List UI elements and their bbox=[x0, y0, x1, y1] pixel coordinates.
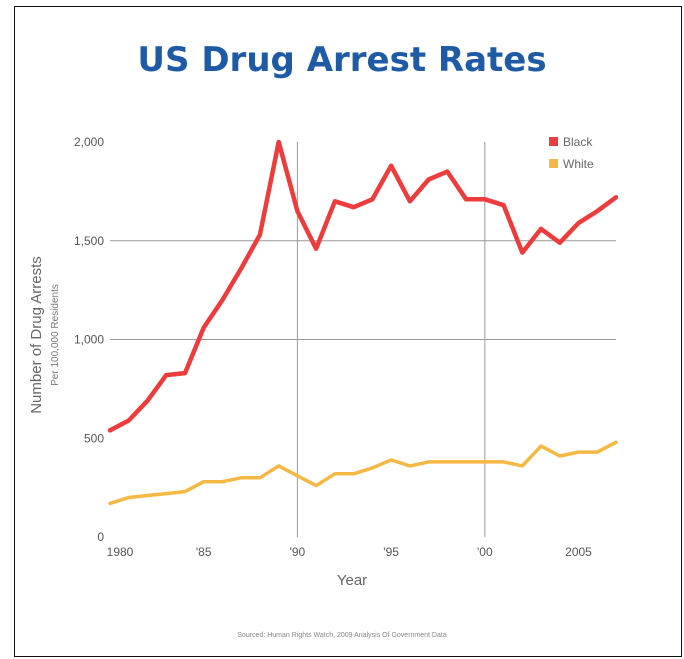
y-tick-label: 500 bbox=[84, 431, 104, 445]
y-tick-label: 1,000 bbox=[74, 333, 104, 347]
x-axis-ticks: 1980 '85 '90 '95 '00 2005 bbox=[107, 545, 593, 559]
y-axis-ticks: 0 500 1,000 1,500 2,000 bbox=[74, 135, 104, 544]
x-tick-label: 2005 bbox=[565, 545, 592, 559]
legend: Black White bbox=[549, 135, 594, 171]
x-axis-title: Year bbox=[337, 572, 367, 589]
y-tick-label: 2,000 bbox=[74, 135, 104, 149]
x-tick-label: '90 bbox=[290, 545, 306, 559]
y-axis-title: Number of Drug Arrests bbox=[28, 256, 45, 414]
legend-swatch-white bbox=[549, 159, 558, 168]
source-note: Sourced: Human Rights Watch, 2009 Analys… bbox=[237, 632, 447, 639]
chart-frame bbox=[14, 6, 682, 657]
legend-label-black: Black bbox=[563, 135, 593, 149]
y-tick-label: 1,500 bbox=[74, 234, 104, 248]
x-tick-label: 1980 bbox=[107, 545, 134, 559]
legend-label-white: White bbox=[563, 157, 594, 171]
y-axis-subtitle: Per 100,000 Residents bbox=[50, 284, 61, 386]
x-tick-label: '95 bbox=[383, 545, 399, 559]
series-line-black bbox=[107, 139, 619, 433]
legend-swatch-black bbox=[549, 137, 558, 146]
y-tick-label: 0 bbox=[97, 530, 104, 544]
x-tick-label: '85 bbox=[196, 545, 212, 559]
series-line-white bbox=[108, 440, 618, 506]
series-lines bbox=[107, 139, 619, 506]
x-tick-label: '00 bbox=[477, 545, 493, 559]
chart-title: US Drug Arrest Rates bbox=[137, 40, 547, 80]
